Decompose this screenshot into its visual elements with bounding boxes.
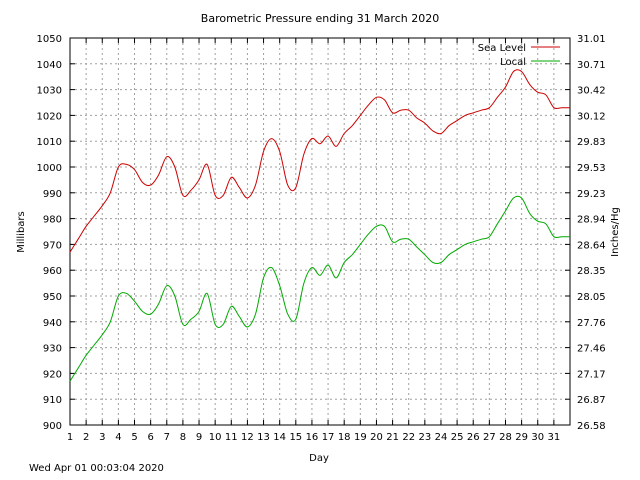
x-tick-label: 9 <box>196 432 202 443</box>
y-tick-label: 1030 <box>37 86 62 97</box>
y2-tick-label: 31.01 <box>577 34 606 45</box>
y2-tick-label: 28.94 <box>577 215 606 226</box>
y2-tick-label: 30.42 <box>577 86 606 97</box>
y-tick-label: 900 <box>43 421 62 432</box>
ticks: 1 2 3 4 5 6 7 8 9 10 11 12 13 14 15 16 17 18 19 20 21 22 23 24 2… <box>37 34 606 443</box>
x-axis-label: Day <box>309 453 329 464</box>
x-tick-label: 4 <box>115 432 121 443</box>
y-tick-label: 1000 <box>37 163 62 174</box>
y2-tick-label: 30.12 <box>577 111 606 122</box>
x-tick-label: 12 <box>241 432 254 443</box>
x-tick-label: 24 <box>435 432 448 443</box>
x-tick-label: 11 <box>225 432 238 443</box>
y2-tick-label: 28.64 <box>577 240 606 251</box>
y2-tick-label: 27.17 <box>577 369 606 380</box>
x-tick-label: 23 <box>418 432 431 443</box>
legend-label-sea-level: Sea Level <box>478 43 526 54</box>
y2-tick-label: 28.35 <box>577 266 606 277</box>
y2-tick-label: 26.87 <box>577 395 606 406</box>
x-tick-label: 7 <box>164 432 170 443</box>
x-tick-label: 25 <box>451 432 464 443</box>
x-tick-label: 31 <box>548 432 561 443</box>
x-tick-label: 14 <box>273 432 286 443</box>
y2-tick-label: 30.71 <box>577 60 606 71</box>
y2-tick-label: 27.46 <box>577 344 606 355</box>
series <box>69 69 570 382</box>
y-tick-label: 910 <box>43 395 62 406</box>
y-tick-label: 940 <box>43 318 62 329</box>
x-tick-label: 1 <box>67 432 73 443</box>
legend-label-local: Local <box>500 57 526 68</box>
y-tick-label: 1010 <box>37 137 62 148</box>
x-tick-label: 3 <box>99 432 105 443</box>
x-tick-label: 6 <box>147 432 153 443</box>
y2-tick-label: 29.83 <box>577 137 606 148</box>
y2-axis-label: Inches/Hg <box>610 207 621 257</box>
y-tick-label: 1050 <box>37 34 62 45</box>
y2-tick-label: 27.76 <box>577 318 606 329</box>
x-tick-label: 13 <box>257 432 270 443</box>
chart-title: Barometric Pressure ending 31 March 2020 <box>201 12 439 25</box>
x-tick-label: 18 <box>338 432 351 443</box>
series-line-sea-level <box>69 69 570 253</box>
y-tick-label: 990 <box>43 189 62 200</box>
x-tick-label: 29 <box>515 432 528 443</box>
x-tick-label: 15 <box>289 432 302 443</box>
y-tick-label: 1040 <box>37 60 62 71</box>
y-tick-label: 970 <box>43 240 62 251</box>
x-tick-label: 10 <box>209 432 222 443</box>
y2-tick-label: 28.05 <box>577 292 606 303</box>
x-tick-label: 21 <box>386 432 399 443</box>
generated-timestamp: Wed Apr 01 00:03:04 2020 <box>29 463 164 474</box>
plot-frame <box>69 37 571 426</box>
x-tick-label: 28 <box>499 432 512 443</box>
y2-tick-label: 29.53 <box>577 163 606 174</box>
x-tick-label: 17 <box>322 432 335 443</box>
y-tick-label: 950 <box>43 292 62 303</box>
x-tick-label: 22 <box>402 432 415 443</box>
y-axis-label: Millibars <box>16 211 27 253</box>
y-tick-label: 930 <box>43 344 62 355</box>
x-tick-label: 26 <box>467 432 480 443</box>
x-tick-label: 5 <box>131 432 137 443</box>
x-tick-label: 8 <box>180 432 186 443</box>
x-tick-label: 2 <box>83 432 89 443</box>
y-tick-label: 980 <box>43 215 62 226</box>
y-tick-label: 1020 <box>37 111 62 122</box>
x-tick-label: 27 <box>483 432 496 443</box>
x-tick-label: 20 <box>370 432 383 443</box>
y-tick-label: 960 <box>43 266 62 277</box>
grid <box>70 38 570 425</box>
x-tick-label: 16 <box>306 432 319 443</box>
x-tick-label: 19 <box>354 432 367 443</box>
y2-tick-label: 26.58 <box>577 421 606 432</box>
y2-tick-label: 29.23 <box>577 189 606 200</box>
legend: Sea Level Local <box>478 43 560 68</box>
y-tick-label: 920 <box>43 369 62 380</box>
series-line-local <box>69 195 570 382</box>
x-tick-label: 30 <box>531 432 544 443</box>
